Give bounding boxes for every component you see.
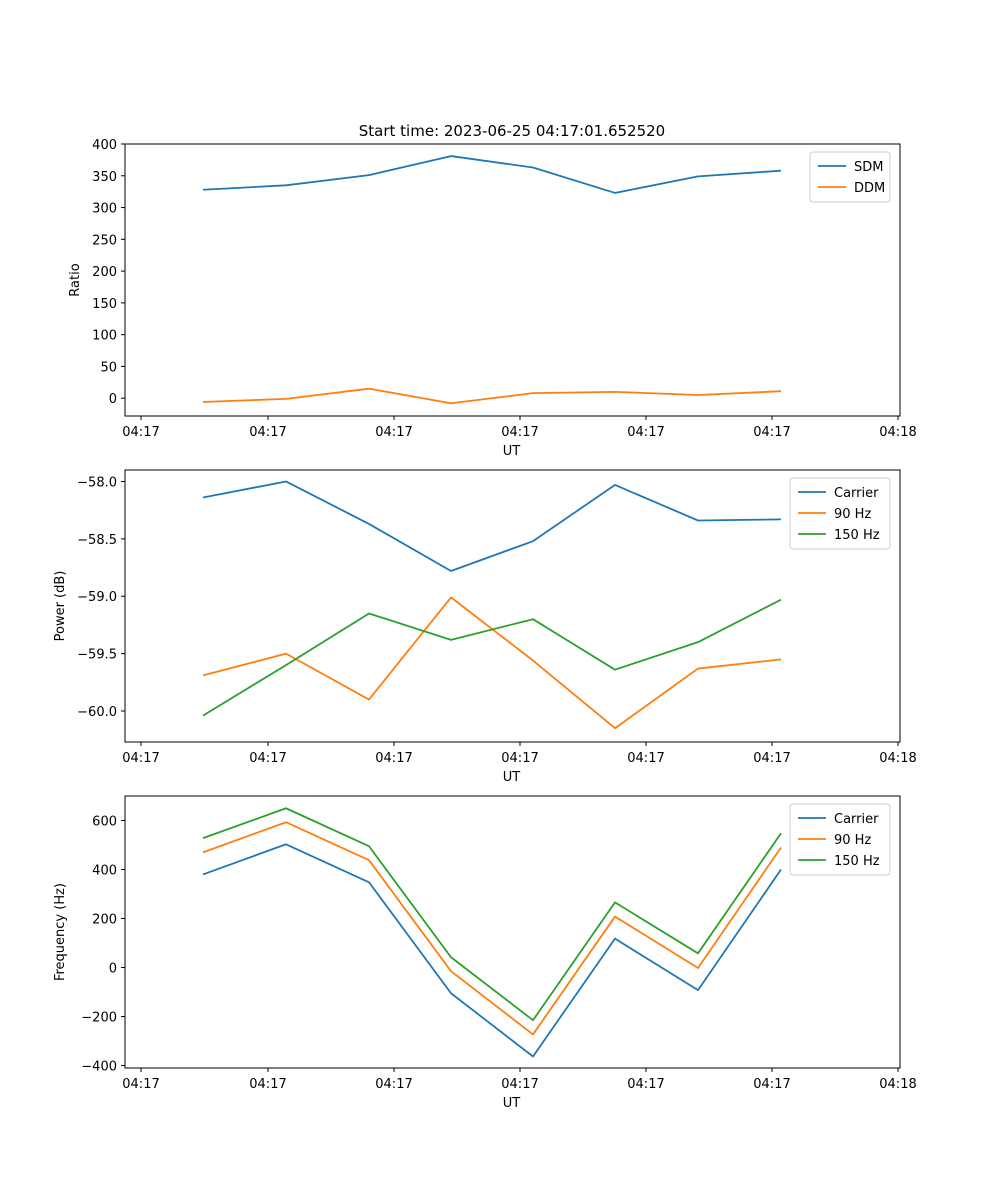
x-tick-label: 04:17 [501,1077,538,1092]
legend-entry: SDM [854,160,883,175]
x-tick-label: 04:17 [249,751,286,766]
subplot-1: 04:17 04:17 04:17 04:17 04:17 04:17 04:18 0 50 10… [68,138,917,459]
y-tick-label: 250 [92,233,117,248]
y-axis-label: Power (dB) [53,571,68,642]
y-tick-label: 350 [92,170,117,185]
subplot-2: 04:17 04:17 04:17 04:17 04:17 04:17 04:18 −60.0… [53,469,917,785]
x-tick-label: 04:17 [249,1077,286,1092]
y-tick-label: 400 [92,864,117,879]
legend-box [809,151,891,203]
y-tick-label: 600 [92,815,117,830]
y-tick-label: −400 [81,1060,117,1075]
series-line-150-hz [202,598,782,717]
legend: Carrier 90 Hz 150 Hz [789,803,891,876]
y-tick-label: 100 [92,329,117,344]
y-tick-label: 300 [92,202,117,217]
x-tick-label: 04:17 [375,425,412,440]
axes-frame [124,469,901,743]
legend-box [789,477,891,550]
y-axis-label: Ratio [68,263,83,296]
y-tick-label: 400 [92,138,117,153]
x-tick-label: 04:17 [501,751,538,766]
y-tick-label: −59.0 [77,590,117,605]
y-tick-label: −59.5 [77,648,117,663]
x-tick-label: 04:18 [879,425,916,440]
x-axis-label: UT [503,770,521,785]
y-tick-label: −200 [81,1011,117,1026]
subplot-3: 04:17 04:17 04:17 04:17 04:17 04:17 04:18 −400 −… [53,795,917,1111]
y-tick-label: 200 [92,913,117,928]
y-tick-label: −58.0 [77,475,117,490]
x-tick-label: 04:18 [879,1077,916,1092]
series-line-90-hz [202,821,782,1036]
legend-entry: DDM [854,181,885,196]
x-tick-label: 04:17 [122,751,159,766]
y-tick-label: 0 [109,962,117,977]
legend-box [789,803,891,876]
series-line-carrier [202,480,782,572]
y-tick-label: −58.5 [77,533,117,548]
legend-entry: 90 Hz [834,507,871,522]
subplots: 04:17 04:17 04:17 04:17 04:17 04:17 04:18 0 50 10… [53,138,917,1111]
legend-entry: 90 Hz [834,833,871,848]
series-line-carrier [202,843,782,1058]
x-axis-label: UT [503,444,521,459]
legend: SDM DDM [809,151,891,203]
legend-entry: 150 Hz [834,528,880,543]
y-tick-label: 50 [100,360,117,375]
x-tick-label: 04:17 [375,751,412,766]
x-tick-label: 04:17 [122,1077,159,1092]
legend: Carrier 90 Hz 150 Hz [789,477,891,550]
series-line-150-hz [202,807,782,1022]
y-axis-label: Frequency (Hz) [53,883,68,981]
x-tick-label: 04:17 [753,1077,790,1092]
x-tick-label: 04:17 [375,1077,412,1092]
figure-title: Start time: 2023-06-25 04:17:01.652520 [359,122,665,140]
x-tick-label: 04:17 [753,751,790,766]
axes-frame [124,143,901,417]
x-tick-label: 04:17 [627,751,664,766]
legend-entry: 150 Hz [834,854,880,869]
x-tick-label: 04:18 [879,751,916,766]
y-tick-label: −60.0 [77,705,117,720]
legend-entry: Carrier [834,812,879,827]
axes-frame [124,795,901,1069]
y-tick-label: 0 [109,392,117,407]
series-line-ddm [202,387,782,405]
x-tick-label: 04:17 [122,425,159,440]
x-tick-label: 04:17 [627,1077,664,1092]
series-line-sdm [202,155,782,194]
x-tick-label: 04:17 [501,425,538,440]
x-tick-label: 04:17 [627,425,664,440]
y-tick-label: 150 [92,297,117,312]
x-axis-label: UT [503,1096,521,1111]
x-tick-label: 04:17 [753,425,790,440]
x-tick-label: 04:17 [249,425,286,440]
y-tick-label: 200 [92,265,117,280]
legend-entry: Carrier [834,486,879,501]
